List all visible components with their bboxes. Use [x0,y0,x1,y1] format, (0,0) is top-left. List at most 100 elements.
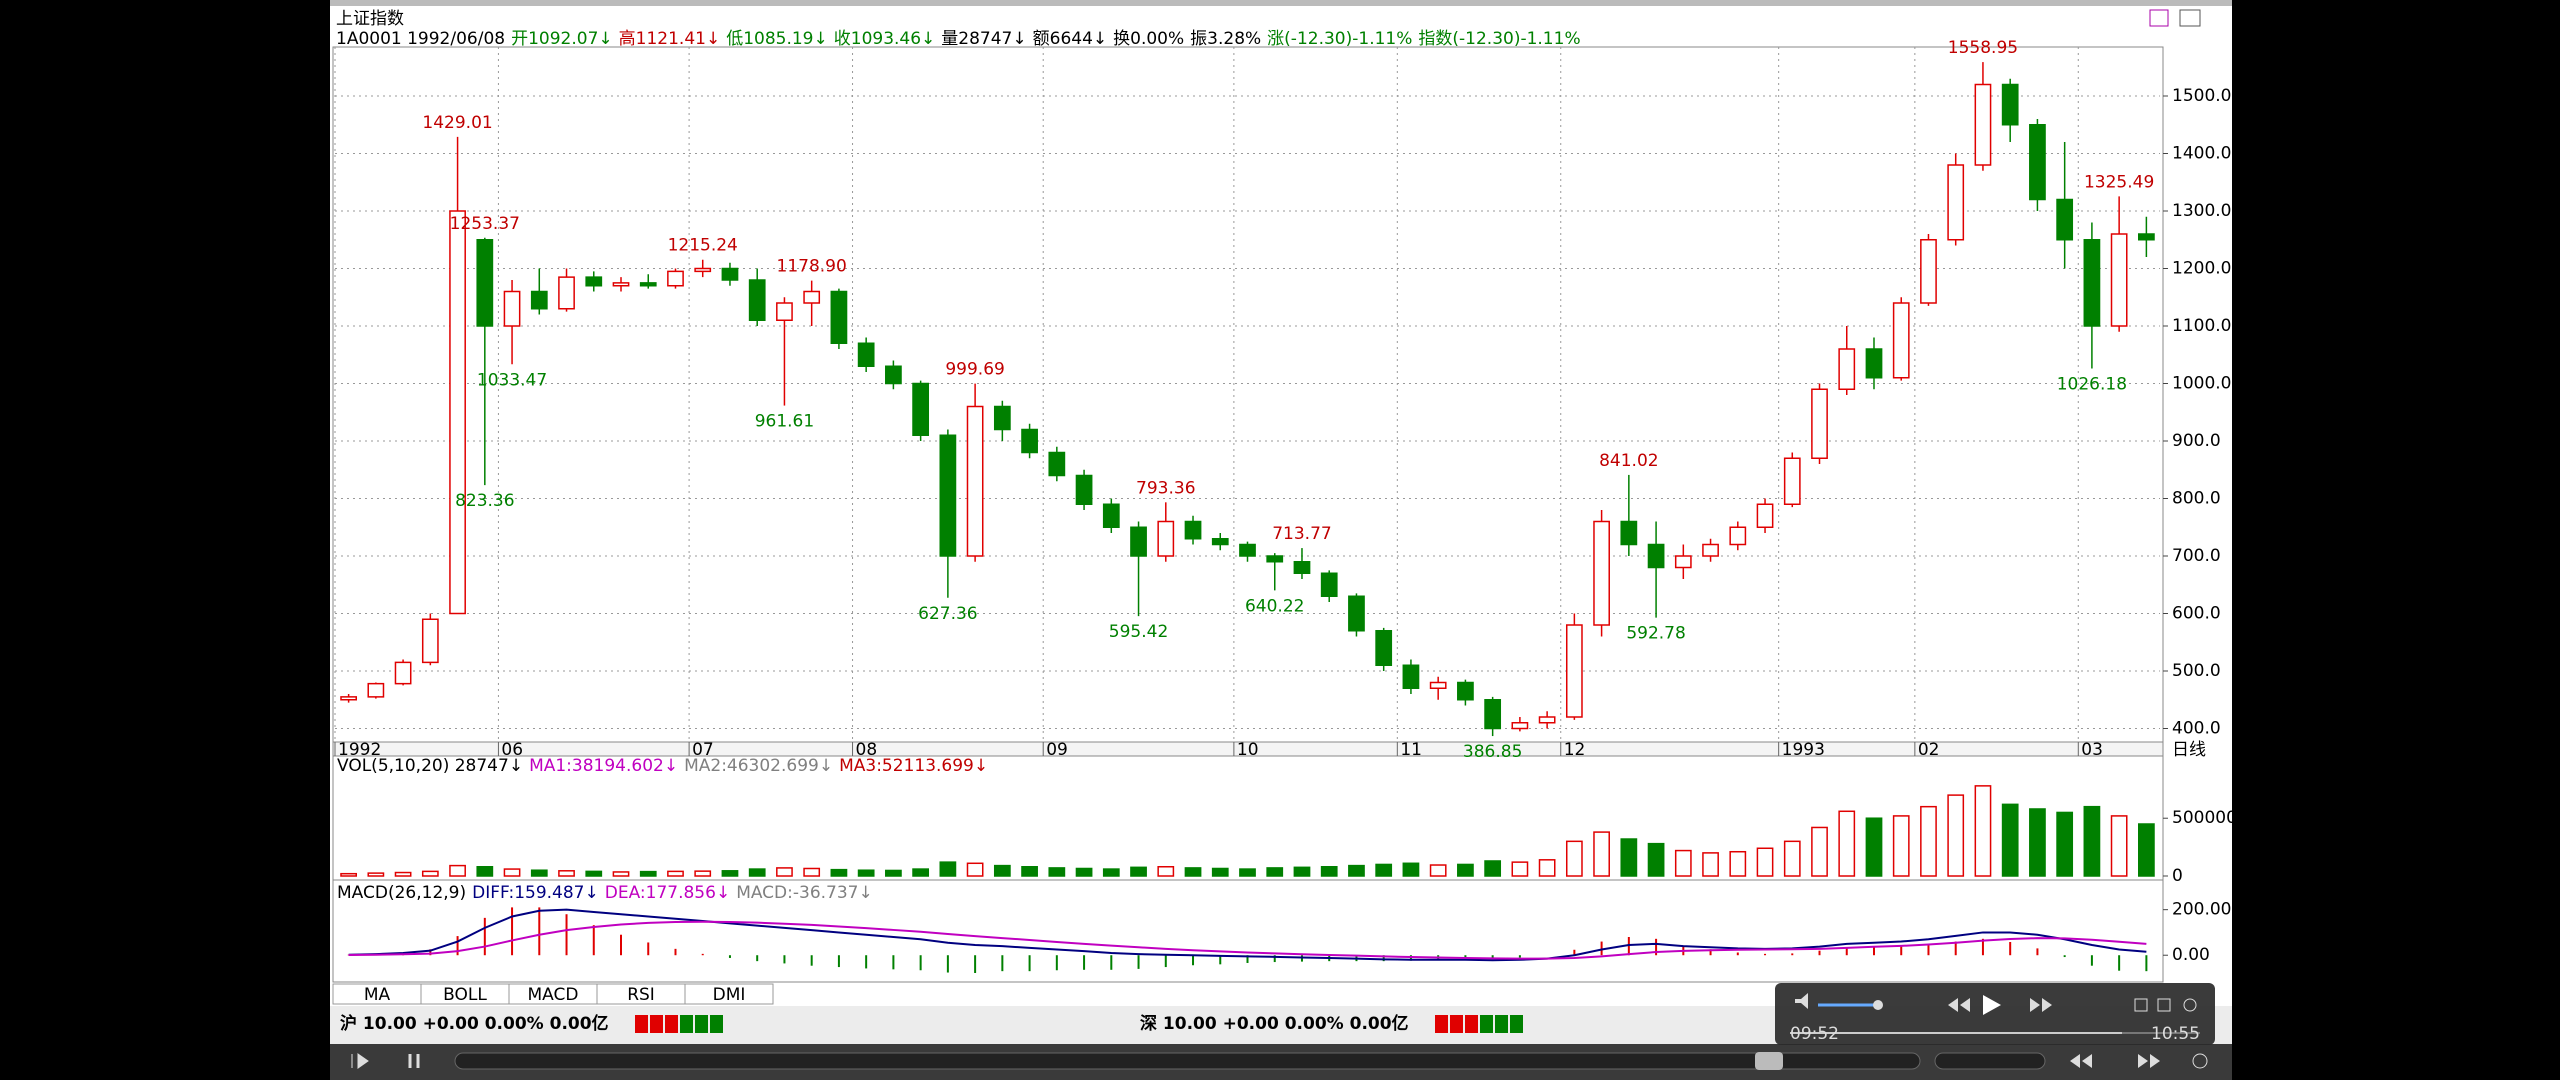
volume-bar [421,870,439,877]
volume-bar [1130,866,1147,877]
extreme-label: 1026.18 [2057,374,2127,394]
candle-body [885,365,902,385]
dea-line [348,920,2147,960]
breadth-block [1480,1015,1493,1033]
info-item: 量28747↓ [941,29,1026,49]
volume-bar [2056,811,2074,877]
volume-bar [503,868,521,877]
tab[interactable] [684,983,774,1005]
candle-body [639,282,657,287]
info-item: 换0.00% [1113,29,1184,49]
icon[interactable] [2179,9,2201,27]
candle-body [1211,538,1229,546]
x-tick-label: 08 [856,740,878,760]
extreme-label: 1033.47 [477,370,547,390]
volume-bar [1620,838,1638,877]
candle-body [612,282,630,287]
volume-bar [1184,867,1202,877]
candle-body [1320,572,1338,597]
volume-bar [340,872,357,877]
info-item: 指数(-12.30)-1.11% [1418,29,1580,49]
candle-body [1620,520,1638,546]
tab-label: RSI [627,985,655,1005]
fullscreen-button[interactable] [2134,998,2148,1012]
candle-body [394,661,412,685]
icon[interactable] [2149,9,2169,27]
volume-bar [1511,861,1529,877]
breadth-block [1465,1015,1478,1033]
tab-label: MACD [528,985,579,1005]
x-tick-label: 07 [692,740,714,760]
rewind-button[interactable] [1948,998,1970,1012]
indicator-legend: MACD(26,12,9) DIFF:159.487↓ DEA:177.856↓ MA… [337,883,873,903]
candle-body [558,276,575,310]
y-tick-label: 1100.0 [2172,316,2231,336]
volume-bar [530,869,548,877]
y-tick-label: 400.0 [2172,719,2221,739]
volume-bar [1865,817,1883,877]
extreme-label: 823.36 [455,491,514,511]
forward-button[interactable] [2138,1054,2160,1068]
candle-body [421,618,439,664]
candle-body [476,239,494,327]
extreme-label: 713.77 [1272,524,1331,544]
extreme-label: 1558.95 [1948,38,2018,58]
info-item: 高1121.41↓ [619,29,721,49]
info-item: 收1093.46↓ [834,29,936,49]
rewind-button[interactable] [2070,1054,2092,1068]
forward-button[interactable] [2030,998,2052,1012]
pause-button[interactable] [408,1054,420,1068]
play-button[interactable] [1983,995,2001,1015]
candle-body [1348,595,1365,632]
candle-body [993,405,1011,431]
candle-body [449,210,466,615]
candle-body [1920,239,1937,304]
candle-body [803,290,821,304]
extreme-label: 841.02 [1599,451,1658,471]
volume-bar [1756,847,1774,877]
progress-thumb[interactable] [1755,1052,1783,1070]
chart-window [330,6,2232,1006]
candle-body [1130,526,1147,557]
info-item: 1A0001 1992/06/08 [336,29,505,49]
settings-button[interactable] [2183,998,2197,1012]
extreme-label: 640.22 [1245,596,1304,616]
y-tick-label: 0.00 [2172,945,2210,965]
candle-body [694,267,712,273]
total-time: 10:55 [2151,1024,2200,1044]
y-tick-label: 900.0 [2172,431,2221,451]
volume-bar [2110,815,2128,877]
candle-body [1402,664,1420,689]
candle-body [1729,526,1747,546]
market-status: 沪 10.00 +0.00 0.00% 0.00亿 [340,1013,609,1034]
volume-track[interactable] [1934,1052,2046,1070]
volume-bar [1211,867,1229,877]
x-tick-label: 10 [1237,740,1259,760]
breadth-block [680,1015,693,1033]
volume-bar [667,870,684,877]
x-tick-label: 1992 [338,740,381,760]
breadth-block [650,1015,663,1033]
volume-bar [2083,805,2101,877]
volume-bar [612,871,630,877]
volume-bar [885,869,902,877]
x-tick-label: 06 [501,740,523,760]
settings-button[interactable] [2192,1053,2208,1069]
extreme-label: 1429.01 [422,113,492,133]
y-tick-label: 800.0 [2172,489,2221,509]
volume-bar [367,872,385,877]
prev-button[interactable] [351,1053,369,1069]
candle-body [1266,555,1284,563]
candle-body [1892,302,1910,379]
candle-body [939,434,957,557]
mute-button[interactable] [1795,993,1808,1009]
window-button[interactable] [2157,998,2171,1012]
y-tick-label: 600.0 [2172,604,2221,624]
legend-item: MA2:46302.699↓ [684,756,833,776]
candle-body [1157,520,1175,557]
progress-track[interactable] [454,1052,1921,1070]
volume-knob[interactable] [1873,1000,1883,1010]
candle-body [857,342,875,367]
x-tick-label: 02 [1918,740,1940,760]
